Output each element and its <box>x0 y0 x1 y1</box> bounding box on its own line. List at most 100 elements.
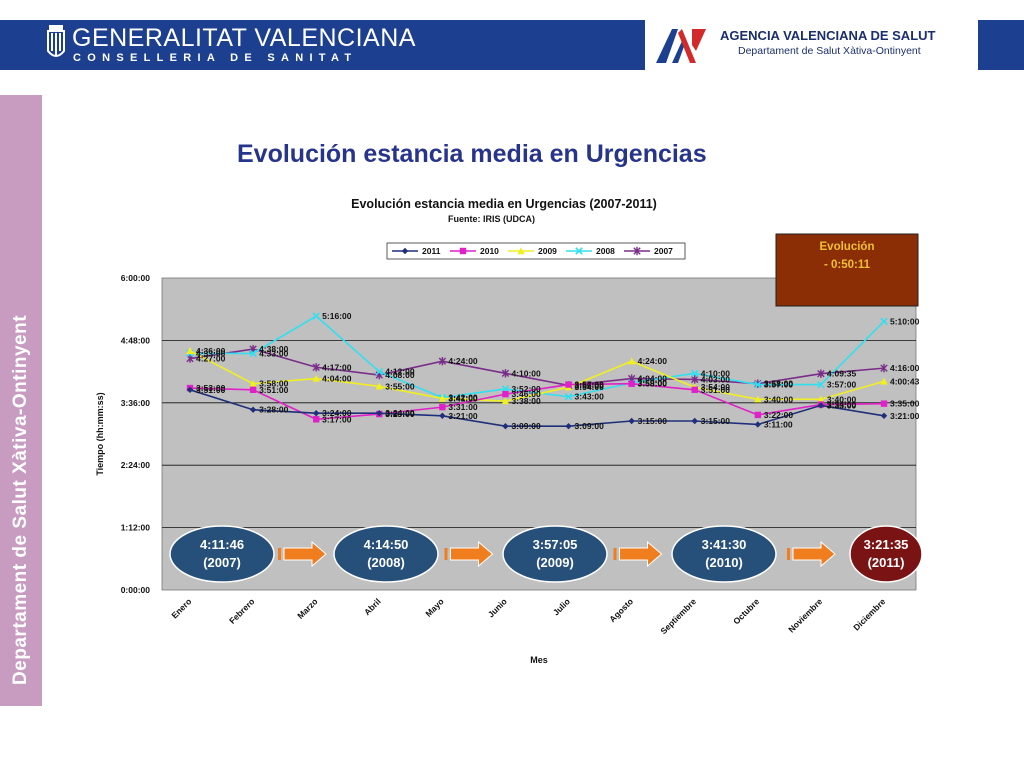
x-tick-label: Noviembre <box>786 596 824 634</box>
data-label: 3:28:00 <box>259 405 289 415</box>
legend-label: 2007 <box>654 246 673 256</box>
legend-label: 2011 <box>422 246 441 256</box>
average-value: 3:21:35 <box>864 537 909 552</box>
data-label: 4:27:00 <box>196 354 226 364</box>
data-point <box>249 380 257 387</box>
arrow-tail-mark <box>278 548 281 560</box>
x-tick-label: Julio <box>551 596 572 617</box>
x-tick-label: Septiembre <box>658 596 698 636</box>
arrow-tail-mark <box>787 548 790 560</box>
data-label: 4:24:00 <box>638 356 668 366</box>
average-bubble <box>502 525 608 583</box>
data-label: 3:52:00 <box>511 384 541 394</box>
data-point <box>754 411 762 419</box>
average-value: 4:14:50 <box>364 537 409 552</box>
data-point <box>817 402 825 409</box>
data-point <box>880 400 888 407</box>
data-label: 3:51:00 <box>701 385 731 395</box>
y-tick-label: 4:48:00 <box>121 335 151 345</box>
data-point <box>501 369 510 378</box>
x-tick-label: Agosto <box>607 596 635 624</box>
chart-title: Evolución estancia media en Urgencias (2… <box>351 197 657 211</box>
data-point <box>691 417 698 425</box>
x-tick-label: Abril <box>362 596 383 617</box>
data-label: 4:33:00 <box>196 348 226 358</box>
average-year: (2011) <box>868 555 905 570</box>
data-label: 3:46:00 <box>511 389 541 399</box>
evolution-title: Evolución <box>820 241 875 253</box>
data-label: 3:11:00 <box>764 419 793 429</box>
data-point <box>401 247 409 255</box>
y-axis-title: Tiempo (hh:mm:ss) <box>95 392 105 475</box>
data-point <box>376 410 383 417</box>
data-point <box>439 412 446 419</box>
data-label: 3:23:00 <box>385 409 415 419</box>
data-point <box>880 317 888 326</box>
data-label: 3:22:00 <box>764 410 794 420</box>
data-label: 4:36:00 <box>196 346 226 356</box>
data-point <box>186 386 194 393</box>
data-point <box>565 381 572 388</box>
arrow-right-icon <box>450 540 494 568</box>
data-label: 3:58:00 <box>259 379 289 389</box>
data-point <box>312 363 320 372</box>
data-point <box>754 421 762 428</box>
data-point <box>438 394 447 402</box>
header-bar: GENERALITAT VALENCIANA CONSELLERIA DE SA… <box>0 20 1024 70</box>
x-tick-label: Junio <box>486 596 509 619</box>
data-point <box>565 423 572 430</box>
data-label: 4:04:00 <box>638 374 668 384</box>
data-label: 3:57:00 <box>575 380 605 390</box>
data-label: 3:34:00 <box>827 400 857 410</box>
data-label: 4:16:00 <box>890 363 920 373</box>
data-label: 5:10:00 <box>890 316 920 326</box>
series-line <box>189 382 885 421</box>
series-line <box>189 389 885 428</box>
data-label: 3:54:00 <box>575 382 605 392</box>
evolution-box <box>775 233 919 307</box>
data-point <box>817 369 825 378</box>
data-label: 3:15:00 <box>701 416 731 426</box>
data-point <box>438 357 447 366</box>
data-point <box>633 246 641 256</box>
legend-label: 2009 <box>538 246 557 256</box>
y-tick-label: 1:12:00 <box>121 523 151 533</box>
data-label: 4:38:00 <box>259 344 289 354</box>
data-label: 4:10:00 <box>511 368 541 378</box>
data-label: 3:33:00 <box>827 400 857 410</box>
data-label: 4:04:00 <box>322 374 352 384</box>
data-label: 3:40:00 <box>764 394 794 404</box>
legend-box <box>386 242 686 260</box>
data-point <box>312 374 320 382</box>
data-label: 3:21:00 <box>448 411 478 421</box>
arrow-tail-mark <box>613 548 617 560</box>
data-label: 3:24:00 <box>322 408 352 418</box>
data-point <box>564 392 573 401</box>
agency-department: Departament de Salut Xàtiva-Ontinyent <box>738 45 921 57</box>
data-label: 3:41:00 <box>448 393 478 403</box>
average-value: 3:41:30 <box>702 537 747 552</box>
average-year: (2010) <box>705 555 743 570</box>
data-point <box>502 390 509 398</box>
data-label: 3:31:00 <box>448 402 478 412</box>
data-point <box>628 417 635 425</box>
average-year: (2007) <box>203 555 241 570</box>
sidebar-band: Departament de Salut Xàtiva-Ontinyent <box>0 95 42 706</box>
data-label: 3:58:00 <box>638 379 668 389</box>
series-line <box>190 315 885 399</box>
data-label: 3:17:00 <box>322 414 352 424</box>
x-tick-label: Diciembre <box>851 596 887 632</box>
average-bubble <box>671 525 777 583</box>
data-label: 4:24:00 <box>448 356 478 366</box>
data-point <box>312 312 320 320</box>
generalitat-banner: GENERALITAT VALENCIANA CONSELLERIA DE SA… <box>0 20 645 70</box>
avs-logo-icon <box>656 29 706 63</box>
page-title: Evolución estancia media en Urgencias <box>237 140 707 168</box>
data-point <box>312 410 320 417</box>
data-point <box>690 369 699 378</box>
data-label: 4:12:00 <box>385 367 415 377</box>
data-point <box>628 380 635 387</box>
data-label: 3:09:00 <box>575 421 605 431</box>
average-bubble <box>333 525 439 583</box>
